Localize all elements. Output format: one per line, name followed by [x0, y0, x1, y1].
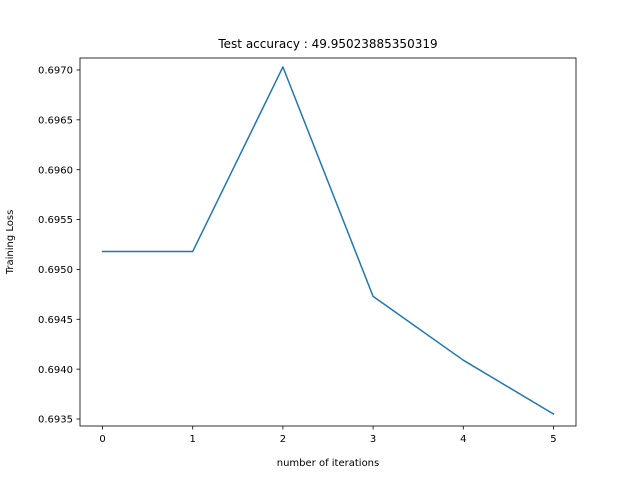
- y-axis-label: Training Loss: [5, 210, 16, 276]
- x-axis-label: number of iterations: [277, 458, 379, 469]
- axis-ticks: 0 1 2 3 4 5 0.6935 0.6940 0.6945 0.6950 0.6955 0.69…: [38, 66, 557, 445]
- y-tick-label: 0.6935: [38, 415, 73, 426]
- y-tick-label: 0.6955: [38, 215, 73, 226]
- y-tick-label: 0.6960: [38, 165, 73, 176]
- axes-frame: [79, 57, 577, 427]
- y-tick-label: 0.6950: [38, 265, 73, 276]
- y-tick-label: 0.6945: [38, 315, 73, 326]
- y-tick-label: 0.6965: [38, 115, 73, 126]
- x-tick-label: 0: [99, 434, 105, 445]
- y-tick-label: 0.6970: [38, 66, 73, 77]
- x-tick-label: 3: [370, 434, 376, 445]
- x-tick-label: 5: [550, 434, 556, 445]
- x-tick-label: 1: [190, 434, 196, 445]
- chart-title: Test accuracy : 49.95023885350319: [217, 37, 437, 51]
- y-tick-label: 0.6940: [38, 365, 73, 376]
- x-tick-label: 4: [460, 434, 466, 445]
- plot-area: [79, 57, 577, 427]
- series-line-0: [101, 66, 555, 416]
- x-tick-label: 2: [280, 434, 286, 445]
